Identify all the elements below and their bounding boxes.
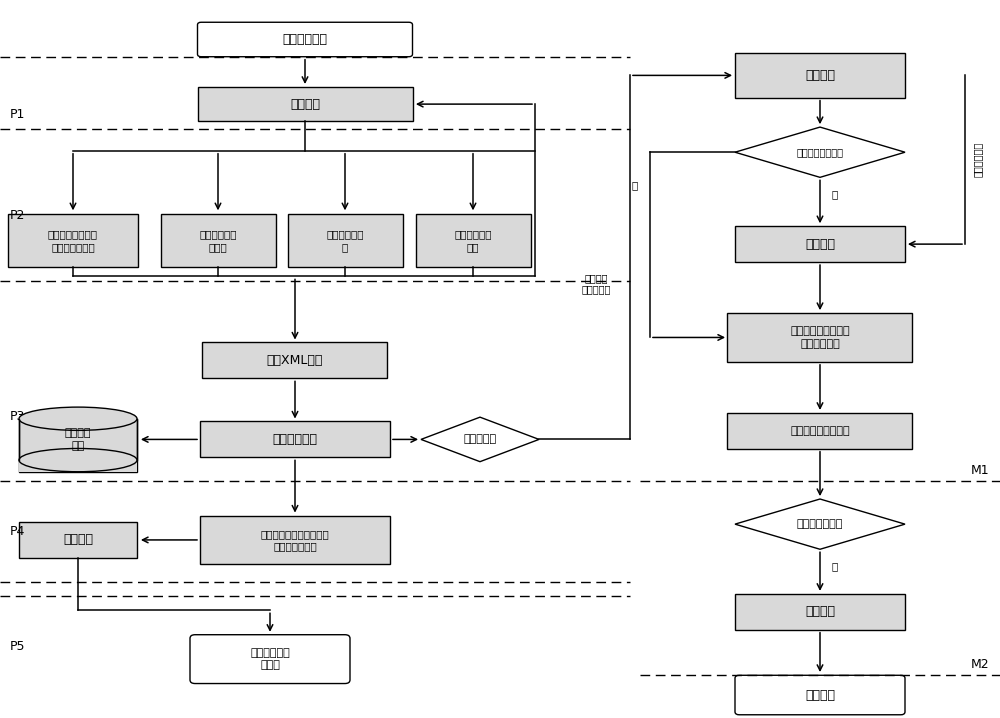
Text: 监测数据
存储: 监测数据 存储 [65, 428, 91, 451]
Text: 任务结束: 任务结束 [805, 689, 835, 701]
Text: 事件服务: 事件服务 [805, 69, 835, 82]
Text: 是否自动化操作: 是否自动化操作 [797, 519, 843, 529]
Text: 是: 是 [632, 180, 638, 190]
Text: 监测光纤交换
机数据: 监测光纤交换 机数据 [199, 229, 237, 252]
Text: P3: P3 [10, 410, 25, 423]
Bar [19, 419, 137, 472]
Bar [727, 413, 912, 449]
Polygon shape [735, 127, 905, 177]
Text: 监测存储网关、后
端存储系统数据: 监测存储网关、后 端存储系统数据 [48, 229, 98, 252]
Text: 生成XML文件: 生成XML文件 [267, 354, 323, 367]
Text: 系统监测: 系统监测 [290, 98, 320, 111]
Text: P4: P4 [10, 525, 25, 538]
Text: 监测数据处理: 监测数据处理 [272, 433, 318, 446]
Bar [160, 214, 276, 267]
Bar [198, 87, 413, 121]
Text: 告警、错误: 告警、错误 [463, 434, 497, 444]
Ellipse shape [19, 407, 137, 430]
Bar [19, 522, 137, 558]
Text: 监测服务器数
据: 监测服务器数 据 [326, 229, 364, 252]
Text: 管理执行: 管理执行 [805, 605, 835, 618]
Text: 系统管理: 系统管理 [805, 238, 835, 251]
Text: 监测业务系统
数据: 监测业务系统 数据 [454, 229, 492, 252]
Bar [200, 516, 390, 564]
Text: 系统报表: 系统报表 [63, 533, 93, 546]
Ellipse shape [19, 449, 137, 472]
Bar [8, 214, 138, 267]
Bar [202, 342, 387, 378]
FancyBboxPatch shape [198, 22, 413, 57]
Text: 是否进入管理视图: 是否进入管理视图 [796, 147, 844, 157]
Bar [416, 214, 530, 267]
Text: 图形化提示操作步骤: 图形化提示操作步骤 [790, 426, 850, 436]
Bar [735, 53, 905, 98]
Text: 自动检索预设管理，
匹配事件管理: 自动检索预设管理， 匹配事件管理 [790, 326, 850, 349]
Polygon shape [421, 417, 539, 462]
Text: P1: P1 [10, 108, 25, 121]
Bar [735, 594, 905, 630]
Text: M2: M2 [971, 658, 989, 671]
Bar [19, 460, 137, 472]
Text: 系统预警、系
统建议: 系统预警、系 统建议 [250, 648, 290, 671]
Text: 是: 是 [832, 561, 838, 571]
FancyBboxPatch shape [735, 675, 905, 715]
Text: 是: 是 [832, 189, 838, 199]
Text: P5: P5 [10, 640, 26, 653]
Text: 开始系统监测: 开始系统监测 [283, 33, 328, 46]
Bar [727, 313, 912, 362]
Text: M1: M1 [971, 464, 989, 477]
FancyBboxPatch shape [190, 635, 350, 684]
Text: 发送事件代码: 发送事件代码 [973, 141, 983, 177]
Bar [200, 421, 390, 457]
Bar [735, 226, 905, 262]
Text: 自动进行
周期性监测: 自动进行 周期性监测 [582, 273, 611, 294]
Bar [288, 214, 402, 267]
Text: P2: P2 [10, 209, 25, 222]
Text: 监测数据展示（以业务视
图、资源视图）: 监测数据展示（以业务视 图、资源视图） [261, 528, 329, 551]
Polygon shape [735, 499, 905, 549]
